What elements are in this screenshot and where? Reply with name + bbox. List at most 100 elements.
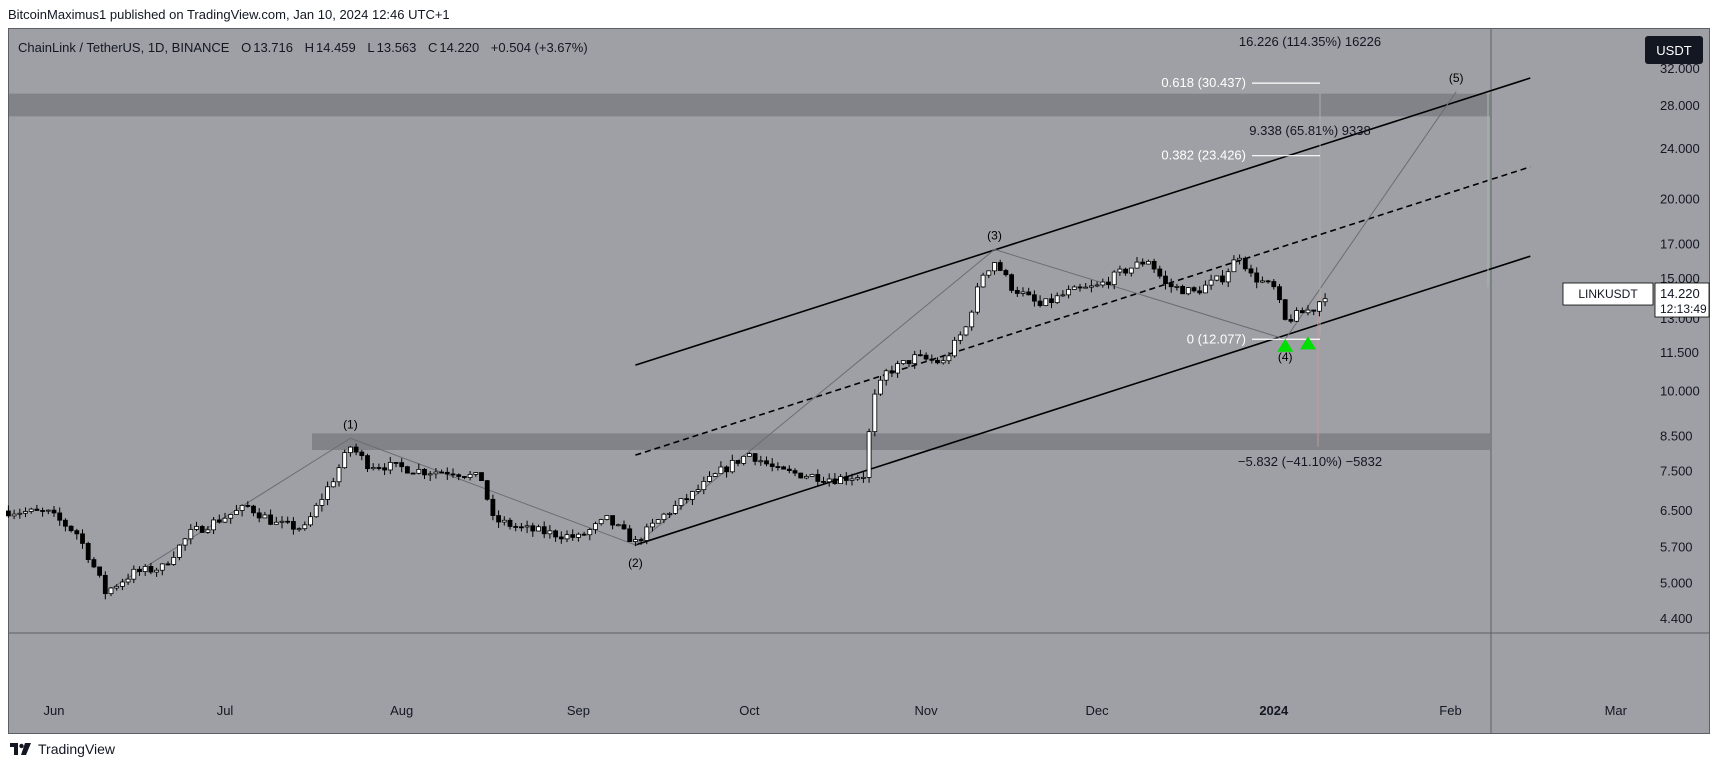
candle-body [935,359,940,364]
candle-body [1208,279,1214,286]
candle-body [804,476,809,479]
candle-layer [6,254,1328,600]
candle-body [1265,280,1271,283]
candle-body [1174,286,1180,288]
publisher-line: BitcoinMaximus1 published on TradingView… [8,7,450,22]
candle-body [1003,270,1009,276]
candle-body [176,544,182,558]
candle-body [564,534,570,540]
candle-body [57,512,63,521]
candle-body [131,568,137,580]
channel-middle-line[interactable] [635,166,1531,456]
candle-body [1009,274,1014,291]
candle-body [593,523,598,530]
candle-body [992,262,997,272]
candle-body [1282,299,1288,320]
annotation-layer: (1) (2) (3) (4) (5) 0.618 (30.437) 0.382 (23.4… [343,34,1463,570]
candle-body [353,446,359,453]
candle-body [975,286,980,313]
candle-body [1277,286,1282,301]
candle-body [28,508,34,512]
candle-body [1020,291,1026,294]
candle-body [900,360,906,365]
high-value: 14.459 [316,40,356,55]
candle-body [718,466,724,475]
candle-body [1100,281,1106,286]
y-tick-label: 28.000 [1660,98,1700,113]
candle-body [695,489,701,492]
y-tick-label: 5.000 [1660,576,1693,591]
wave-label: (4) [1278,350,1293,364]
candle-body [216,519,222,523]
x-tick-label: Jun [44,703,65,718]
candle-body [946,355,952,362]
candle-body [786,468,792,472]
candle-body [906,360,912,365]
candle-body [838,476,843,484]
candle-body [570,534,576,538]
candle-body [1237,257,1242,261]
x-tick-label: Nov [915,703,939,718]
footer-brand[interactable]: TradingView [10,741,115,757]
candle-body [872,393,878,433]
x-tick-label: Mar [1605,703,1628,718]
candle-body [809,474,815,477]
candle-body [325,486,331,500]
candle-body [1225,271,1231,283]
candle-body [330,481,336,488]
open-label: O [241,40,252,55]
candle-body [1077,286,1083,289]
candle-body [536,526,541,532]
price-tag [1654,282,1710,318]
candle-body [45,509,51,512]
price-tag-value: 14.220 [1660,286,1700,301]
channel-upper-line[interactable] [635,77,1531,366]
candle-body [416,468,422,474]
candle-body [433,471,439,475]
candle-body [102,574,108,595]
candle-body [473,472,479,475]
candle-body [1311,309,1317,312]
candle-body [918,354,923,357]
x-tick-label: Aug [390,703,413,718]
candle-body [1168,283,1174,288]
candle-body [883,370,889,381]
candle-body [1089,285,1094,288]
wave-count-path [105,248,1286,593]
candle-body [479,472,484,482]
symbol-pair[interactable]: ChainLink / TetherUS, 1D, BINANCE [18,40,230,55]
candle-body [1140,261,1146,265]
candle-body [587,529,593,536]
candle-body [410,472,416,475]
chart-area[interactable] [8,28,1710,734]
candle-body [239,505,245,511]
candle-body [519,526,524,529]
candle-body [1254,272,1260,283]
measurement-label: 9.338 (65.81%) 9338 [1249,123,1370,138]
wave-label: (2) [628,556,643,570]
x-tick-label: 2024 [1259,703,1289,718]
candle-body [1305,309,1311,314]
candle-body [832,478,838,484]
candle-body [194,526,199,530]
candle-body [319,499,325,506]
resistance-zone [9,93,1490,117]
candle-body [712,473,718,477]
candle-body [439,471,445,474]
candle-body [849,478,855,481]
currency-button[interactable]: USDT [1645,36,1703,64]
price-axis-layer: 32.00028.00024.00020.00017.00015.00013.0… [1562,61,1710,626]
candle-body [347,446,353,454]
channel-lower-line[interactable] [635,255,1531,546]
low-label: L [367,40,375,55]
measurement-label: 16.226 (114.35%) 16226 [1239,34,1381,49]
candle-body [6,510,11,517]
candle-body [171,556,177,565]
candle-body [11,513,17,517]
candle-body [1185,287,1191,295]
candle-body [650,522,655,528]
candle-body [273,521,279,525]
candle-body [866,431,872,478]
